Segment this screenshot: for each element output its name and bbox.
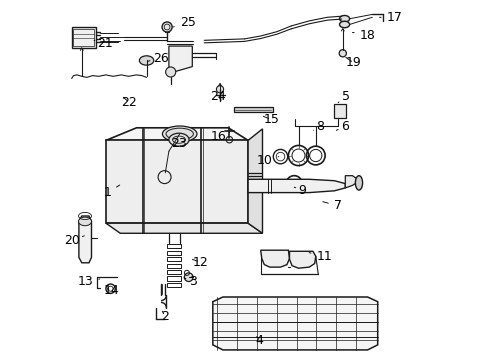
Polygon shape: [212, 297, 377, 350]
Text: 16: 16: [210, 130, 229, 143]
Text: 18: 18: [352, 29, 375, 42]
Polygon shape: [106, 128, 247, 140]
Ellipse shape: [355, 176, 362, 190]
Polygon shape: [233, 107, 273, 112]
Text: 1: 1: [103, 185, 120, 199]
Text: 10: 10: [256, 154, 278, 167]
Ellipse shape: [339, 21, 349, 28]
Text: 19: 19: [345, 57, 361, 69]
Text: 9: 9: [294, 184, 306, 197]
Bar: [72, 27, 96, 48]
Text: 15: 15: [263, 113, 279, 126]
Text: 8: 8: [313, 120, 324, 133]
Text: 25: 25: [173, 16, 195, 29]
Polygon shape: [79, 216, 91, 263]
Polygon shape: [345, 176, 357, 188]
Text: 4: 4: [255, 334, 263, 347]
Polygon shape: [260, 250, 289, 267]
Text: 2: 2: [161, 310, 168, 323]
Text: 22: 22: [121, 96, 137, 109]
Ellipse shape: [339, 15, 349, 22]
Text: 11: 11: [308, 250, 331, 263]
Text: 3: 3: [183, 275, 196, 288]
Ellipse shape: [79, 217, 91, 226]
Circle shape: [165, 67, 175, 77]
Ellipse shape: [139, 56, 153, 65]
Polygon shape: [247, 129, 262, 233]
Text: 14: 14: [103, 284, 119, 297]
Text: 21: 21: [94, 37, 113, 50]
Bar: [73, 29, 94, 46]
Text: 24: 24: [210, 90, 225, 103]
Ellipse shape: [168, 133, 189, 146]
Text: 20: 20: [63, 234, 84, 247]
Polygon shape: [289, 251, 315, 268]
Polygon shape: [247, 179, 345, 193]
Circle shape: [184, 273, 193, 282]
Bar: [333, 104, 346, 118]
Text: 13: 13: [78, 275, 100, 288]
Text: 5: 5: [337, 90, 349, 103]
Polygon shape: [106, 223, 262, 233]
Ellipse shape: [162, 126, 197, 142]
Text: 23: 23: [167, 137, 186, 150]
Polygon shape: [168, 46, 192, 71]
Text: 17: 17: [379, 11, 402, 24]
Text: 12: 12: [192, 256, 207, 269]
Circle shape: [162, 22, 172, 32]
Circle shape: [216, 86, 223, 93]
Polygon shape: [106, 140, 247, 223]
Text: 7: 7: [322, 199, 341, 212]
Text: 26: 26: [148, 52, 168, 65]
Circle shape: [339, 50, 346, 57]
Text: 6: 6: [336, 120, 348, 133]
